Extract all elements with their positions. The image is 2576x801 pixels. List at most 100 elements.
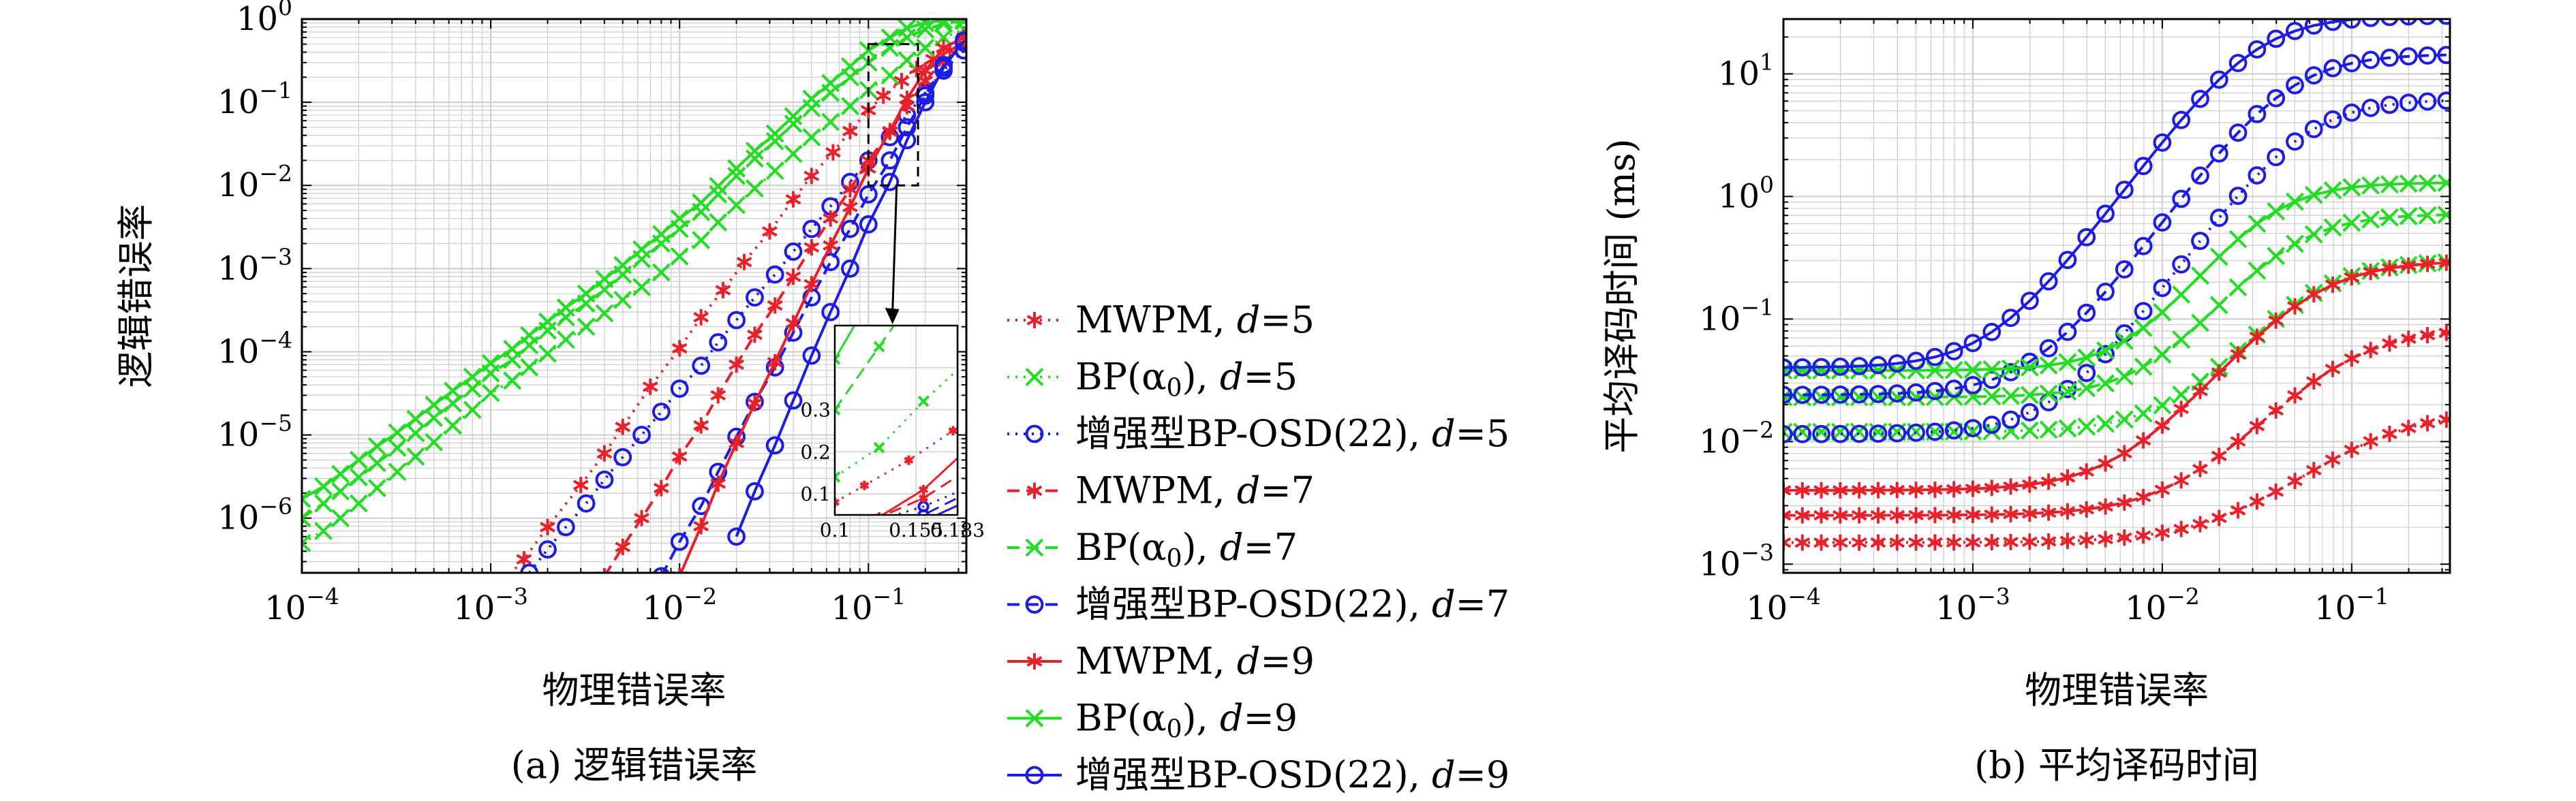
data-point — [2135, 432, 2151, 449]
data-point — [350, 468, 368, 487]
data-point — [406, 447, 425, 466]
data-point — [2116, 494, 2132, 511]
inset-background — [835, 326, 957, 515]
panel-caption: (a) 逻辑错误率 — [511, 744, 758, 787]
data-point — [2192, 516, 2208, 533]
data-point — [2153, 213, 2172, 232]
data-point — [556, 298, 575, 317]
data-point — [1793, 386, 1812, 405]
data-point — [1908, 482, 1924, 499]
data-point — [802, 219, 821, 238]
legend-marker — [1026, 482, 1043, 499]
data-point — [2058, 251, 2077, 270]
inset-frame — [833, 324, 959, 516]
legend-marker — [1025, 424, 1044, 443]
data-point — [2058, 353, 2077, 372]
panel-a-logical-error-rate: 10−4 10−3 10−2 10−1 100 10−1 10−2 10−3 10−4 10−5 1… — [114, 0, 985, 787]
data-point — [2077, 348, 2096, 367]
data-point — [898, 19, 917, 37]
series-line — [604, 43, 965, 573]
legend-item: 增强型BP-OSD(22), d=5 — [1007, 412, 1509, 455]
data-point — [2437, 174, 2450, 192]
data-point — [2003, 505, 2019, 522]
data-point — [2021, 505, 2038, 522]
data-point — [2267, 89, 2286, 108]
data-point — [2116, 529, 2132, 546]
data-point — [595, 270, 614, 289]
data-point — [2153, 279, 2172, 298]
data-point — [2153, 396, 2172, 415]
data-point — [746, 288, 764, 307]
data-point — [747, 395, 763, 412]
data-point — [2399, 206, 2418, 225]
data-point — [2399, 93, 2418, 112]
series-line — [1783, 99, 2447, 436]
data-point — [1793, 358, 1812, 377]
data-point — [651, 403, 671, 421]
data-point — [762, 223, 778, 240]
data-point — [1851, 534, 1867, 551]
legend-item: BP(α0), d=7 — [1007, 526, 1298, 573]
data-point — [1889, 507, 1905, 524]
data-point — [842, 180, 858, 198]
data-point — [709, 185, 728, 204]
data-point — [615, 539, 631, 556]
legend-item: MWPM, d=5 — [1007, 298, 1315, 341]
data-point — [2342, 103, 2361, 122]
data-point — [577, 494, 596, 513]
data-point — [2305, 462, 2322, 479]
data-point — [1965, 534, 1981, 551]
data-point — [1830, 385, 1850, 404]
data-point — [350, 494, 368, 513]
inset-series-line — [835, 326, 895, 411]
data-point — [2268, 402, 2284, 419]
data-point — [2134, 157, 2153, 176]
data-point — [2305, 373, 2322, 390]
legend-label: BP(α0), d=5 — [1075, 356, 1298, 403]
data-point — [634, 509, 649, 527]
data-point — [693, 309, 709, 326]
data-point — [934, 28, 953, 47]
data-point — [2059, 533, 2076, 550]
data-point — [1783, 507, 1792, 524]
data-point — [2153, 345, 2172, 364]
data-point — [1869, 424, 1888, 443]
legend-label: 增强型BP-OSD(22), d=5 — [1075, 412, 1509, 455]
inset-series — [835, 326, 895, 415]
data-point — [520, 358, 539, 377]
data-point — [2192, 460, 2208, 477]
inset-series — [835, 326, 856, 365]
data-point — [2438, 19, 2450, 25]
data-point — [2380, 175, 2399, 194]
data-point — [651, 263, 671, 282]
data-point — [2419, 255, 2436, 272]
y-tick-label: 100 — [236, 0, 292, 38]
data-point — [825, 144, 841, 161]
data-point — [1944, 342, 1963, 361]
data-point — [2134, 404, 2153, 423]
data-point — [1793, 361, 1812, 380]
data-point — [2172, 386, 2191, 404]
inset-y-tick-label: 0.3 — [800, 399, 831, 422]
data-point — [765, 131, 784, 151]
data-point — [2058, 379, 2077, 398]
inset-x-tick-label: 0.183 — [930, 519, 985, 541]
data-point — [1927, 534, 1943, 551]
data-point — [1927, 481, 1943, 498]
data-point — [444, 416, 462, 435]
data-point — [1830, 358, 1850, 376]
data-point — [692, 231, 711, 249]
legend-item: BP(α0), d=9 — [1007, 697, 1298, 744]
data-point — [1812, 386, 1830, 404]
data-point — [2135, 488, 2151, 505]
data-point — [1946, 481, 1962, 498]
data-point — [2380, 208, 2399, 227]
data-point — [1783, 482, 1792, 499]
data-point — [1869, 356, 1888, 375]
y-tick-label: 10−3 — [1699, 539, 1774, 583]
data-point — [596, 445, 613, 462]
data-point — [954, 31, 966, 50]
data-point — [746, 179, 764, 198]
data-point — [1830, 388, 1850, 407]
data-point — [2209, 208, 2228, 227]
